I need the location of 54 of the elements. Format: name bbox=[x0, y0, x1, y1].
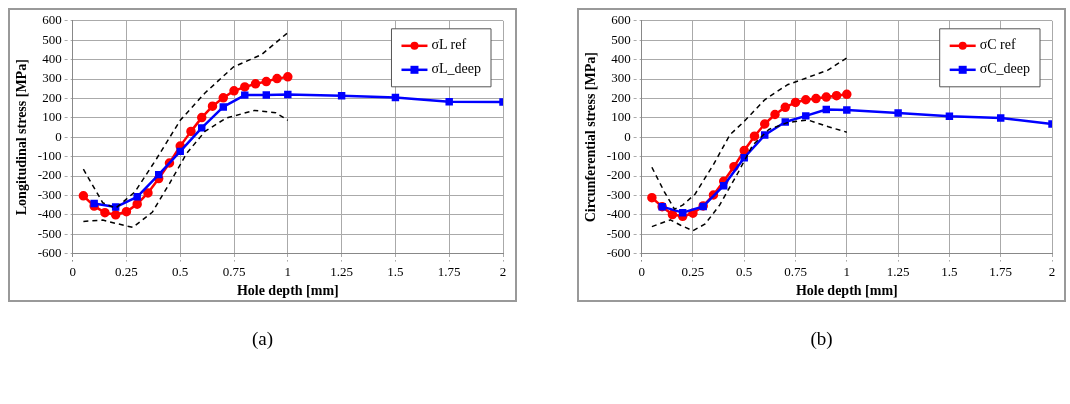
y-tick-label: -600 bbox=[37, 245, 62, 261]
y-tick-label: -300 bbox=[606, 186, 631, 202]
text: (a) bbox=[250, 328, 275, 350]
x-axis-title: Hole depth [mm] bbox=[795, 283, 898, 299]
y-tick-label: 100 bbox=[611, 109, 631, 125]
legend-label: σC ref bbox=[979, 37, 1016, 53]
y-tick-label: -600 bbox=[606, 245, 631, 261]
y-axis-title: Longitudinal stress [MPa] bbox=[14, 59, 30, 216]
x-tick-label: 0.5 bbox=[172, 263, 189, 279]
y-tick-label: -200 bbox=[37, 167, 62, 183]
y-tick-label: -300 bbox=[37, 186, 62, 202]
x-tick-label: 1.75 bbox=[437, 263, 461, 279]
x-tick-label: 0 bbox=[69, 263, 76, 279]
y-tick-label: -200 bbox=[606, 167, 631, 183]
x-tick-label: 2 bbox=[499, 263, 507, 279]
y-tick-label: 300 bbox=[611, 70, 631, 86]
y-tick-label: 500 bbox=[611, 31, 631, 47]
y-tick-label: 0 bbox=[624, 128, 631, 144]
y-tick-label: 200 bbox=[611, 89, 631, 105]
x-tick-label: 0 bbox=[638, 263, 645, 279]
y-tick-label: 400 bbox=[42, 51, 62, 67]
y-tick-label: 0 bbox=[55, 128, 62, 144]
x-tick-label: 0.5 bbox=[736, 263, 753, 279]
y-tick-label: 100 bbox=[42, 109, 62, 125]
x-tick-label: 1 bbox=[284, 263, 292, 279]
x-tick-label: 0.25 bbox=[115, 263, 138, 279]
y-tick-label: -400 bbox=[606, 206, 631, 222]
legend-label: σL_deep bbox=[431, 61, 481, 77]
x-tick-label: 0.75 bbox=[784, 263, 807, 279]
x-tick-label: 1 bbox=[843, 263, 851, 279]
x-tick-label: 1.5 bbox=[941, 263, 958, 279]
y-tick-label: 400 bbox=[611, 51, 631, 67]
y-tick-label: 600 bbox=[611, 12, 631, 28]
y-tick-label: -500 bbox=[606, 225, 631, 241]
legend-label: σC_deep bbox=[979, 61, 1030, 77]
legend-label: σL ref bbox=[431, 37, 467, 53]
y-axis-title: Circunferential stress [MPa] bbox=[583, 52, 599, 223]
y-tick-label: 500 bbox=[42, 31, 62, 47]
x-tick-label: 0.25 bbox=[681, 263, 705, 279]
y-tick-label: -500 bbox=[37, 225, 62, 241]
text: (b) bbox=[809, 328, 834, 350]
x-tick-label: 2 bbox=[1048, 263, 1056, 279]
x-tick-label: 1.25 bbox=[330, 263, 353, 279]
x-tick-label: 1.5 bbox=[387, 263, 404, 279]
y-tick-label: -100 bbox=[606, 148, 631, 164]
x-tick-label: 1.25 bbox=[886, 263, 910, 279]
y-tick-label: 600 bbox=[42, 12, 62, 28]
y-tick-label: -100 bbox=[37, 148, 62, 164]
y-tick-label: 300 bbox=[42, 70, 62, 86]
y-tick-label: -400 bbox=[37, 206, 62, 222]
x-axis-title: Hole depth [mm] bbox=[236, 283, 339, 299]
x-tick-label: 0.75 bbox=[222, 263, 246, 279]
y-tick-label: 200 bbox=[42, 89, 62, 105]
x-tick-label: 1.75 bbox=[989, 263, 1013, 279]
